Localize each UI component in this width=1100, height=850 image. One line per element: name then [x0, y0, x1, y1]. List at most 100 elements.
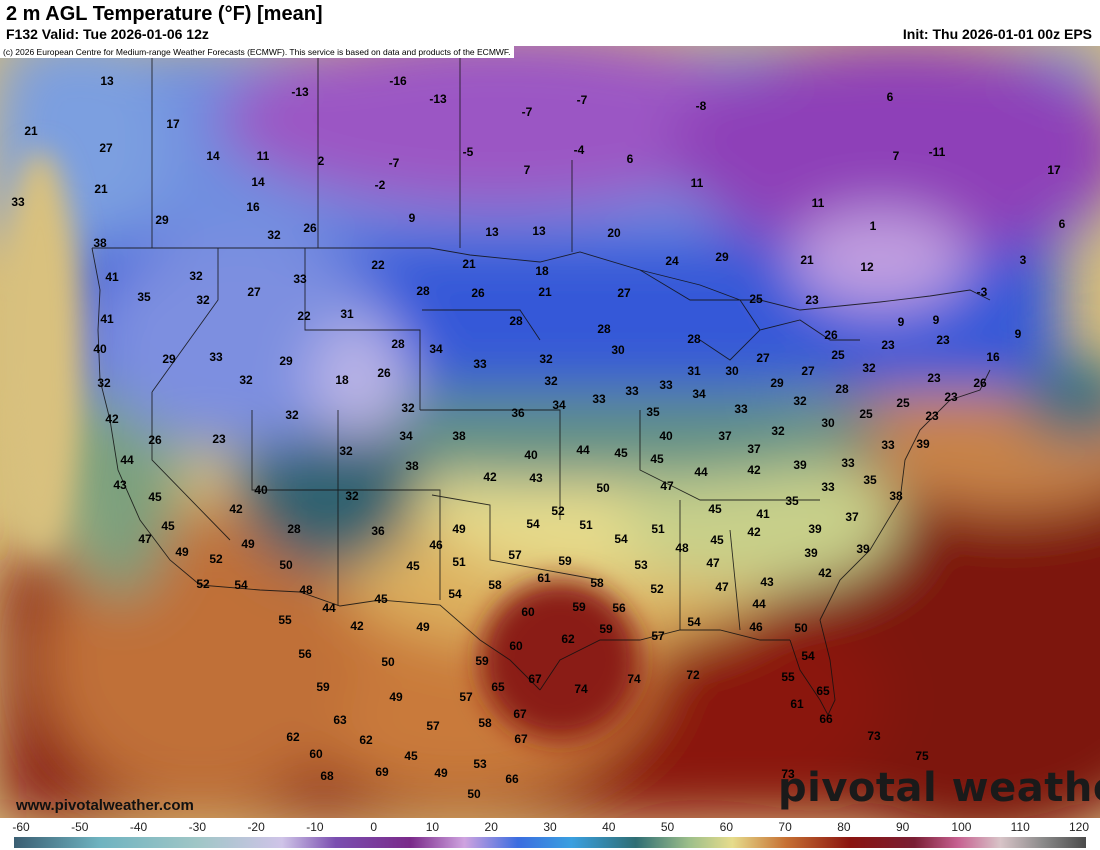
temperature-label: 44	[322, 601, 336, 615]
temperature-label: 55	[781, 670, 795, 684]
temperature-label: 42	[350, 619, 364, 633]
great-lakes-1	[639, 269, 761, 361]
temperature-label: 11	[257, 149, 270, 163]
temperature-label: 35	[137, 290, 151, 304]
temperature-label: 46	[429, 538, 443, 552]
state-line-3	[304, 248, 421, 410]
legend-tick-label: 10	[426, 820, 440, 834]
temperature-label: 45	[148, 490, 162, 504]
us-mexico-border	[199, 584, 541, 691]
state-line-8	[422, 309, 541, 341]
temperature-label: 26	[303, 221, 317, 235]
temperature-label: 61	[790, 697, 804, 711]
us-canada-border	[92, 247, 991, 311]
temperature-label: 40	[254, 483, 268, 497]
legend-tick-label: -60	[12, 820, 30, 834]
temperature-label: 32	[339, 444, 353, 458]
temperature-label: 63	[333, 713, 347, 727]
temperature-label: 28	[835, 382, 849, 396]
temperature-label: 25	[831, 348, 845, 362]
temperature-label: 52	[196, 577, 210, 591]
temperature-label: 54	[687, 615, 701, 629]
temperature-label: 34	[399, 429, 413, 443]
temperature-label: 57	[426, 719, 440, 733]
temperature-label: 16	[986, 350, 1000, 364]
temperature-label: 41	[756, 507, 770, 521]
temperature-label: 62	[561, 632, 575, 646]
copyright-notice: (c) 2026 European Centre for Medium-rang…	[0, 46, 514, 58]
temperature-label: 74	[574, 682, 588, 696]
temperature-label: 45	[708, 502, 722, 516]
temperature-label: 54	[614, 532, 628, 546]
temperature-label: 7	[524, 163, 531, 177]
map-title: 2 m AGL Temperature (°F) [mean]	[6, 3, 323, 25]
temperature-label: 56	[612, 601, 626, 615]
temperature-label: 3	[1020, 253, 1027, 267]
temperature-label: 35	[646, 405, 660, 419]
temperature-label: 52	[209, 552, 223, 566]
temperature-label: 28	[391, 337, 405, 351]
temperature-label: 33	[473, 357, 487, 371]
temperature-label: 36	[511, 406, 525, 420]
temperature-label: 26	[148, 433, 162, 447]
temperature-label: 17	[166, 117, 180, 131]
source-credit[interactable]: www.pivotalweather.com	[16, 797, 194, 814]
temperature-label: 51	[651, 522, 665, 536]
temperature-label: 57	[459, 690, 473, 704]
temperature-label: 42	[747, 525, 761, 539]
temperature-label: 32	[544, 374, 558, 388]
temperature-label: 7	[893, 149, 900, 163]
temperature-label: 44	[576, 443, 590, 457]
temperature-label: -13	[429, 92, 447, 106]
temperature-label: 6	[1059, 217, 1066, 231]
temperature-label: 44	[752, 597, 766, 611]
temperature-label: 38	[405, 459, 419, 473]
temperature-label: 35	[785, 494, 799, 508]
temperature-label: 32	[196, 293, 210, 307]
temperature-label: 50	[381, 655, 395, 669]
legend-tick-label: 20	[485, 820, 499, 834]
temperature-label: 38	[452, 429, 466, 443]
temperature-label: 27	[801, 364, 815, 378]
temperature-label: 57	[508, 548, 522, 562]
temperature-label: 28	[687, 332, 701, 346]
temperature-label: 23	[212, 432, 226, 446]
temperature-label: 40	[524, 448, 538, 462]
southeast-mild-zone	[620, 450, 900, 590]
temperature-label: 43	[113, 478, 127, 492]
temperature-label: 53	[634, 558, 648, 572]
temperature-label: 56	[298, 647, 312, 661]
state-line-6	[420, 409, 561, 520]
nova-scotia-zone	[1020, 360, 1100, 440]
legend-tick-labels: -60 -50 -40 -30 -20 -10 0 10 20 30 40 50 60 70 80 90 100…	[12, 820, 1089, 834]
color-legend: -60 -50 -40 -30 -20 -10 0 10 20 30 40 50 60 70 80 90 100…	[0, 818, 1100, 850]
temperature-label: 46	[749, 620, 763, 634]
temperature-label: 69	[375, 765, 389, 779]
temperature-label: 54	[801, 649, 815, 663]
temperature-label: 60	[509, 639, 523, 653]
temperature-label: -7	[389, 156, 400, 170]
legend-tick-label: 0	[370, 820, 377, 834]
temperature-label: -13	[291, 85, 309, 99]
temperature-label: 51	[452, 555, 466, 569]
legend-tick-label: 60	[720, 820, 734, 834]
temperature-label: 58	[478, 716, 492, 730]
temperature-label: 26	[973, 376, 987, 390]
temperature-label: 47	[706, 556, 720, 570]
temperature-label: -2	[375, 178, 386, 192]
temperature-label: 34	[692, 387, 706, 401]
temperature-label: 37	[718, 429, 732, 443]
temperature-label: 53	[473, 757, 487, 771]
temperature-label: 73	[867, 729, 881, 743]
valid-time: F132 Valid: Tue 2026-01-06 12z	[6, 26, 209, 42]
temperature-label: 66	[505, 772, 519, 786]
temperature-label: 30	[611, 343, 625, 357]
east-coast	[819, 369, 991, 621]
temperature-label: 11	[812, 196, 825, 210]
state-line-9	[639, 410, 820, 501]
temperature-label: 33	[625, 384, 639, 398]
temperature-label: 29	[155, 213, 169, 227]
temperature-label: 30	[821, 416, 835, 430]
temperature-label: 49	[389, 690, 403, 704]
temperature-map[interactable]: 13 -13 -16 -13 -7 -7 -8 6 21 17 -5 -4 6 7 -11 17 27 14 11 2…	[0, 46, 1100, 818]
